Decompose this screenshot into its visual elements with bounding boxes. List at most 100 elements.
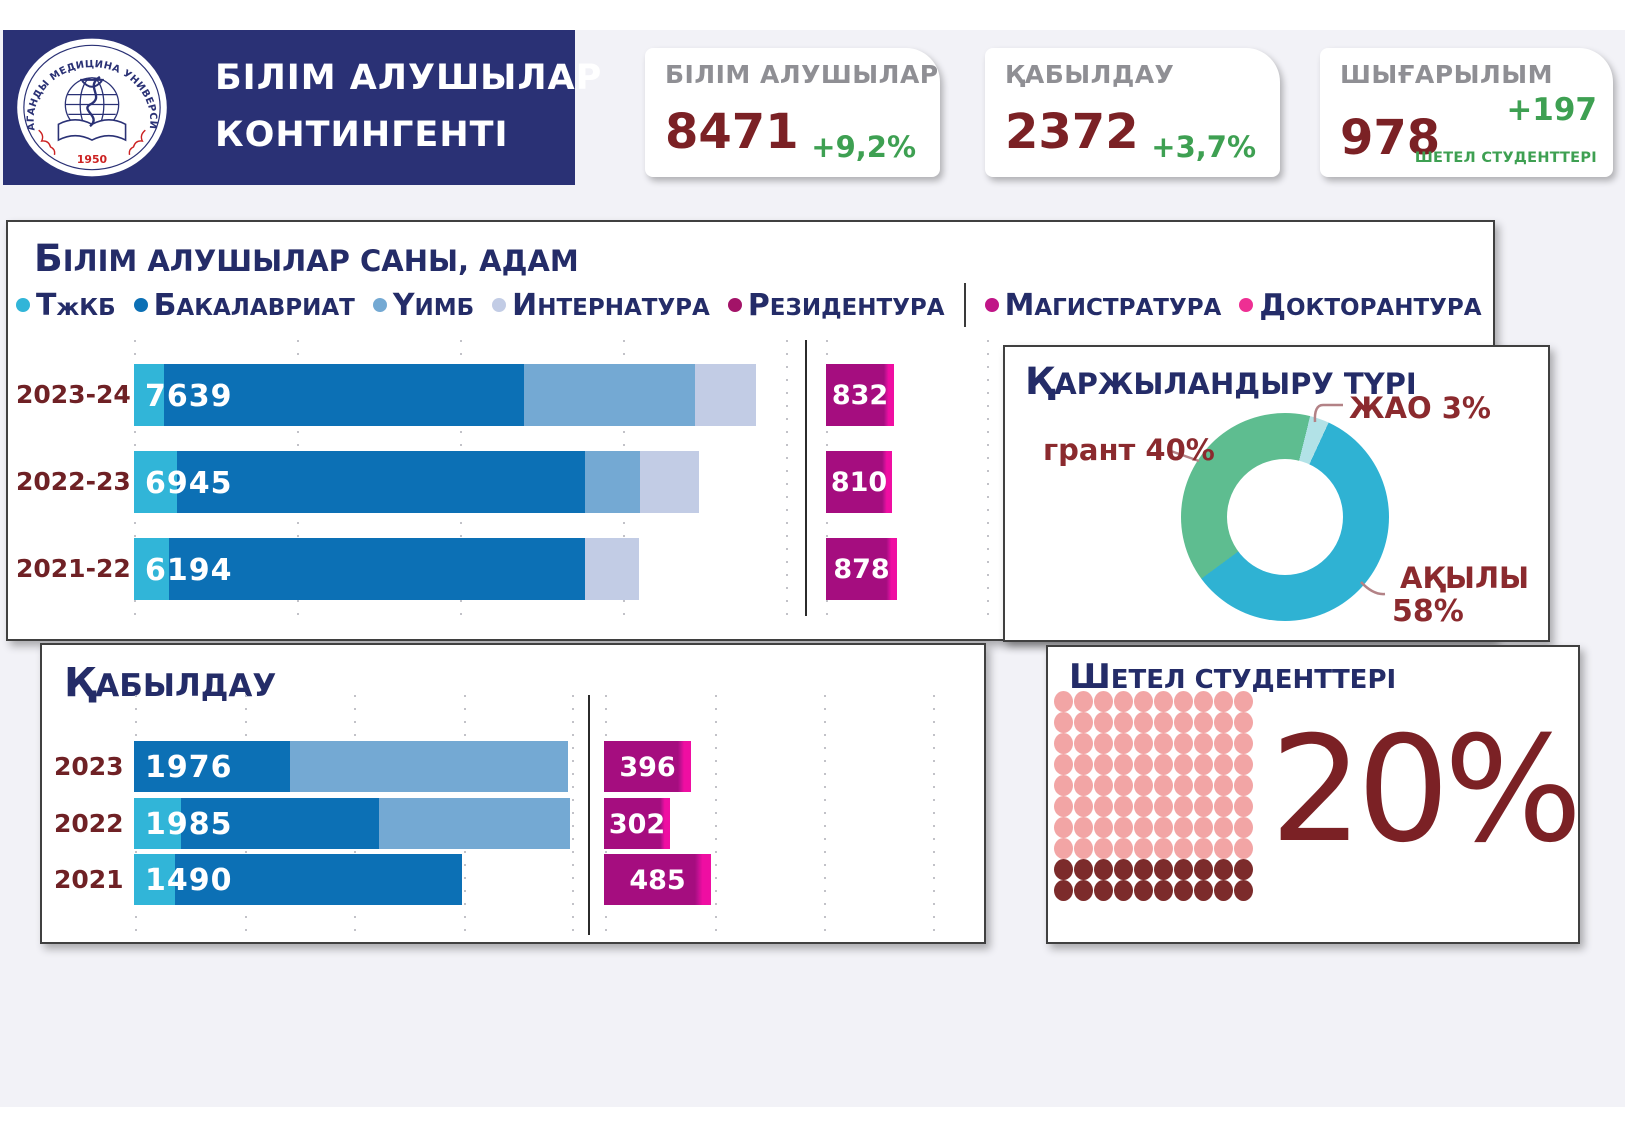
leader-lines xyxy=(1167,403,1386,596)
waffle-cell xyxy=(1194,754,1213,775)
legend-label: МАГИСТРАТУРА xyxy=(1004,287,1222,323)
bar-segment xyxy=(177,451,585,513)
waffle-cell xyxy=(1114,733,1133,754)
logo-ornaments xyxy=(38,129,146,156)
waffle-cell xyxy=(1214,712,1233,733)
waffle-cell xyxy=(1234,880,1253,901)
waffle-cell xyxy=(1234,691,1253,712)
waffle-cell xyxy=(1154,859,1173,880)
waffle-cell xyxy=(1094,712,1113,733)
waffle-cell xyxy=(1074,796,1093,817)
postgraduate-bar: 832 xyxy=(826,364,894,426)
slice-label-aqyly-pct: 58% xyxy=(1392,594,1464,629)
axis-separator xyxy=(805,340,807,616)
legend-label: БАКАЛАВРИАТ xyxy=(153,287,355,323)
waffle-cell xyxy=(1154,775,1173,796)
waffle-cell xyxy=(1234,733,1253,754)
waffle-cell xyxy=(1074,691,1093,712)
waffle-cell xyxy=(1234,859,1253,880)
waffle-cell xyxy=(1134,775,1153,796)
waffle-cell xyxy=(1094,754,1113,775)
stat-card-students: БІЛІМ АЛУШЫЛАР 8471 +9,2% xyxy=(645,48,940,177)
donut-chart xyxy=(1181,413,1389,621)
waffle-cell xyxy=(1134,691,1153,712)
bar-segment xyxy=(134,364,164,426)
legend-label: ДОКТОРАНТУРА xyxy=(1259,287,1482,323)
waffle-cell xyxy=(1114,880,1133,901)
bar-segment xyxy=(524,364,695,426)
waffle-cell xyxy=(1094,880,1113,901)
category-label: 2023-24 xyxy=(16,380,131,409)
bar-segment xyxy=(175,854,462,905)
legend-item: РЕЗИДЕНТУРА xyxy=(727,288,945,323)
stat-card-graduates: ШЫҒАРЫЛЫМ 978 +197 ШЕТЕЛ СТУДЕНТТЕРІ xyxy=(1320,48,1613,177)
stat-card-value: 8471 xyxy=(665,104,799,160)
waffle-cell xyxy=(1134,796,1153,817)
bar-segment xyxy=(640,451,699,513)
legend-swatch-icon xyxy=(727,298,742,312)
stat-card-delta-caption: ШЕТЕЛ СТУДЕНТТЕРІ xyxy=(1414,150,1597,166)
legend-swatch-icon xyxy=(1239,298,1254,312)
waffle-cell xyxy=(1074,859,1093,880)
bar-segment xyxy=(134,798,181,849)
book-icon xyxy=(57,119,127,142)
slice-label-aqyly: АҚЫЛЫ xyxy=(1400,561,1530,595)
waffle-cell xyxy=(1214,817,1233,838)
postgraduate-bar: 302 xyxy=(604,798,670,849)
waffle-cell xyxy=(1174,733,1193,754)
waffle-cell xyxy=(1114,838,1133,859)
waffle-cell xyxy=(1114,712,1133,733)
waffle-cell xyxy=(1194,796,1213,817)
legend-divider xyxy=(963,283,966,327)
stat-card-label: ҚАБЫЛДАУ xyxy=(1005,60,1175,89)
bar-segment xyxy=(585,451,640,513)
bar-total-label: 1976 xyxy=(145,750,233,785)
legend-swatch-icon xyxy=(984,298,999,312)
waffle-cell xyxy=(1234,775,1253,796)
stat-card-admission: ҚАБЫЛДАУ 2372 +3,7% xyxy=(985,48,1280,177)
university-logo: КАРАГАНДЫ МЕДИЦИНА УНИВЕРСИТЕТІ 1950 xyxy=(9,27,171,184)
bar-segment xyxy=(134,538,169,600)
waffle-cell xyxy=(1054,775,1073,796)
bar-total-label: 1490 xyxy=(145,863,233,898)
waffle-cell xyxy=(1154,733,1173,754)
waffle-cell xyxy=(1074,838,1093,859)
waffle-cell xyxy=(1114,796,1133,817)
bar-segment xyxy=(134,854,175,905)
waffle-cell xyxy=(1154,712,1173,733)
stat-card-value: 2372 xyxy=(1005,104,1139,160)
waffle-cell xyxy=(1094,775,1113,796)
waffle-cell xyxy=(1154,817,1173,838)
admission-panel: ҚАБЫЛДАУ 2023 1976 396 2022 1985 302 2021 1490 4… xyxy=(40,643,986,944)
waffle-cell xyxy=(1174,817,1193,838)
waffle-cell xyxy=(1154,754,1173,775)
waffle-cell xyxy=(1214,880,1233,901)
gridline xyxy=(824,695,826,935)
chart-title: БІЛІМ АЛУШЫЛАР САНЫ, АДАМ xyxy=(34,236,579,280)
waffle-cell xyxy=(1054,712,1073,733)
waffle-cell xyxy=(1134,733,1153,754)
postgraduate-bar: 485 xyxy=(604,854,711,905)
snake-bowl-icon xyxy=(80,75,104,128)
legend-item: ҮИМБ xyxy=(372,288,474,323)
waffle-cell xyxy=(1214,796,1233,817)
postgraduate-bar: 878 xyxy=(826,538,897,600)
axis-separator xyxy=(588,695,590,935)
waffle-cell xyxy=(1234,817,1253,838)
waffle-cell xyxy=(1134,859,1153,880)
waffle-cell xyxy=(1114,775,1133,796)
postgraduate-bar: 396 xyxy=(604,741,691,792)
waffle-cell xyxy=(1194,838,1213,859)
waffle-cell xyxy=(1134,838,1153,859)
category-label: 2021-22 xyxy=(16,554,131,583)
waffle-cell xyxy=(1054,817,1073,838)
bar-segment xyxy=(134,451,177,513)
slice-label-zhao: ЖАО 3% xyxy=(1349,391,1491,425)
legend-item: ТжКБ xyxy=(16,288,116,323)
waffle-cell xyxy=(1114,754,1133,775)
bar-total-label: 6194 xyxy=(145,553,233,588)
legend-item: ДОКТОРАНТУРА xyxy=(1239,287,1482,323)
waffle-cell xyxy=(1074,754,1093,775)
page-title-line1: БІЛІМ АЛУШЫЛАР xyxy=(215,58,603,98)
waffle-cell xyxy=(1194,880,1213,901)
